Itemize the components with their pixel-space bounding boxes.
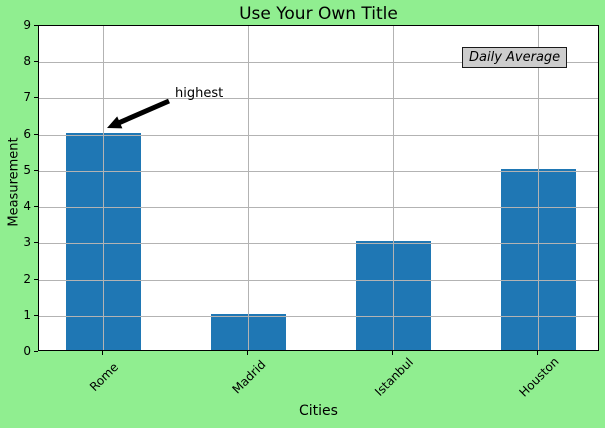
y-tick-label-1: 1 <box>23 307 31 322</box>
x-tick-label-istanbul: Istanbul <box>372 355 416 399</box>
daily-average-textbox: Daily Average <box>462 47 568 68</box>
chart-title: Use Your Own Title <box>239 4 398 24</box>
y-tick-label-7: 7 <box>23 90 31 105</box>
gridline-y-4 <box>39 207 598 209</box>
y-tick-label-5: 5 <box>23 162 31 177</box>
plot-area <box>38 25 599 351</box>
gridline-y-2 <box>39 279 598 281</box>
y-tick-mark-9 <box>34 25 38 26</box>
y-tick-label-0: 0 <box>23 344 31 358</box>
y-tick-label-2: 2 <box>23 271 31 286</box>
gridline-y-7 <box>39 98 598 100</box>
gridline-x-istanbul <box>393 26 394 350</box>
y-tick-label-6: 6 <box>23 126 31 141</box>
gridline-y-5 <box>39 170 598 172</box>
highest-annotation-label: highest <box>175 86 224 101</box>
gridline-y-8 <box>39 62 598 64</box>
gridline-x-houston <box>538 26 539 350</box>
x-tick-mark-houston <box>537 351 538 355</box>
gridline-y-3 <box>39 243 598 245</box>
y-tick-mark-1 <box>34 314 38 316</box>
y-tick-mark-4 <box>34 206 38 208</box>
y-tick-mark-0 <box>34 351 38 352</box>
y-tick-label-3: 3 <box>23 235 31 250</box>
x-tick-label-houston: Houston <box>516 354 562 400</box>
gridline-x-madrid <box>248 26 249 350</box>
gridline-y-6 <box>39 134 598 136</box>
x-tick-label-madrid: Madrid <box>229 357 269 397</box>
y-tick-mark-5 <box>34 169 38 171</box>
x-tick-mark-madrid <box>247 351 248 355</box>
y-tick-mark-7 <box>34 97 38 99</box>
y-tick-label-8: 8 <box>23 54 31 69</box>
y-axis-label: Measurement <box>6 137 22 227</box>
gridline-y-1 <box>39 315 598 317</box>
y-tick-mark-3 <box>34 242 38 244</box>
y-tick-mark-2 <box>34 278 38 280</box>
x-tick-mark-istanbul <box>392 351 393 355</box>
x-tick-label-rome: Rome <box>86 359 122 395</box>
x-tick-mark-rome <box>102 351 103 355</box>
x-axis-label: Cities <box>299 403 338 419</box>
y-tick-label-4: 4 <box>23 199 31 214</box>
y-tick-mark-8 <box>34 61 38 63</box>
y-tick-mark-6 <box>34 133 38 135</box>
gridline-x-rome <box>103 26 104 350</box>
y-tick-label-9: 9 <box>23 18 31 32</box>
